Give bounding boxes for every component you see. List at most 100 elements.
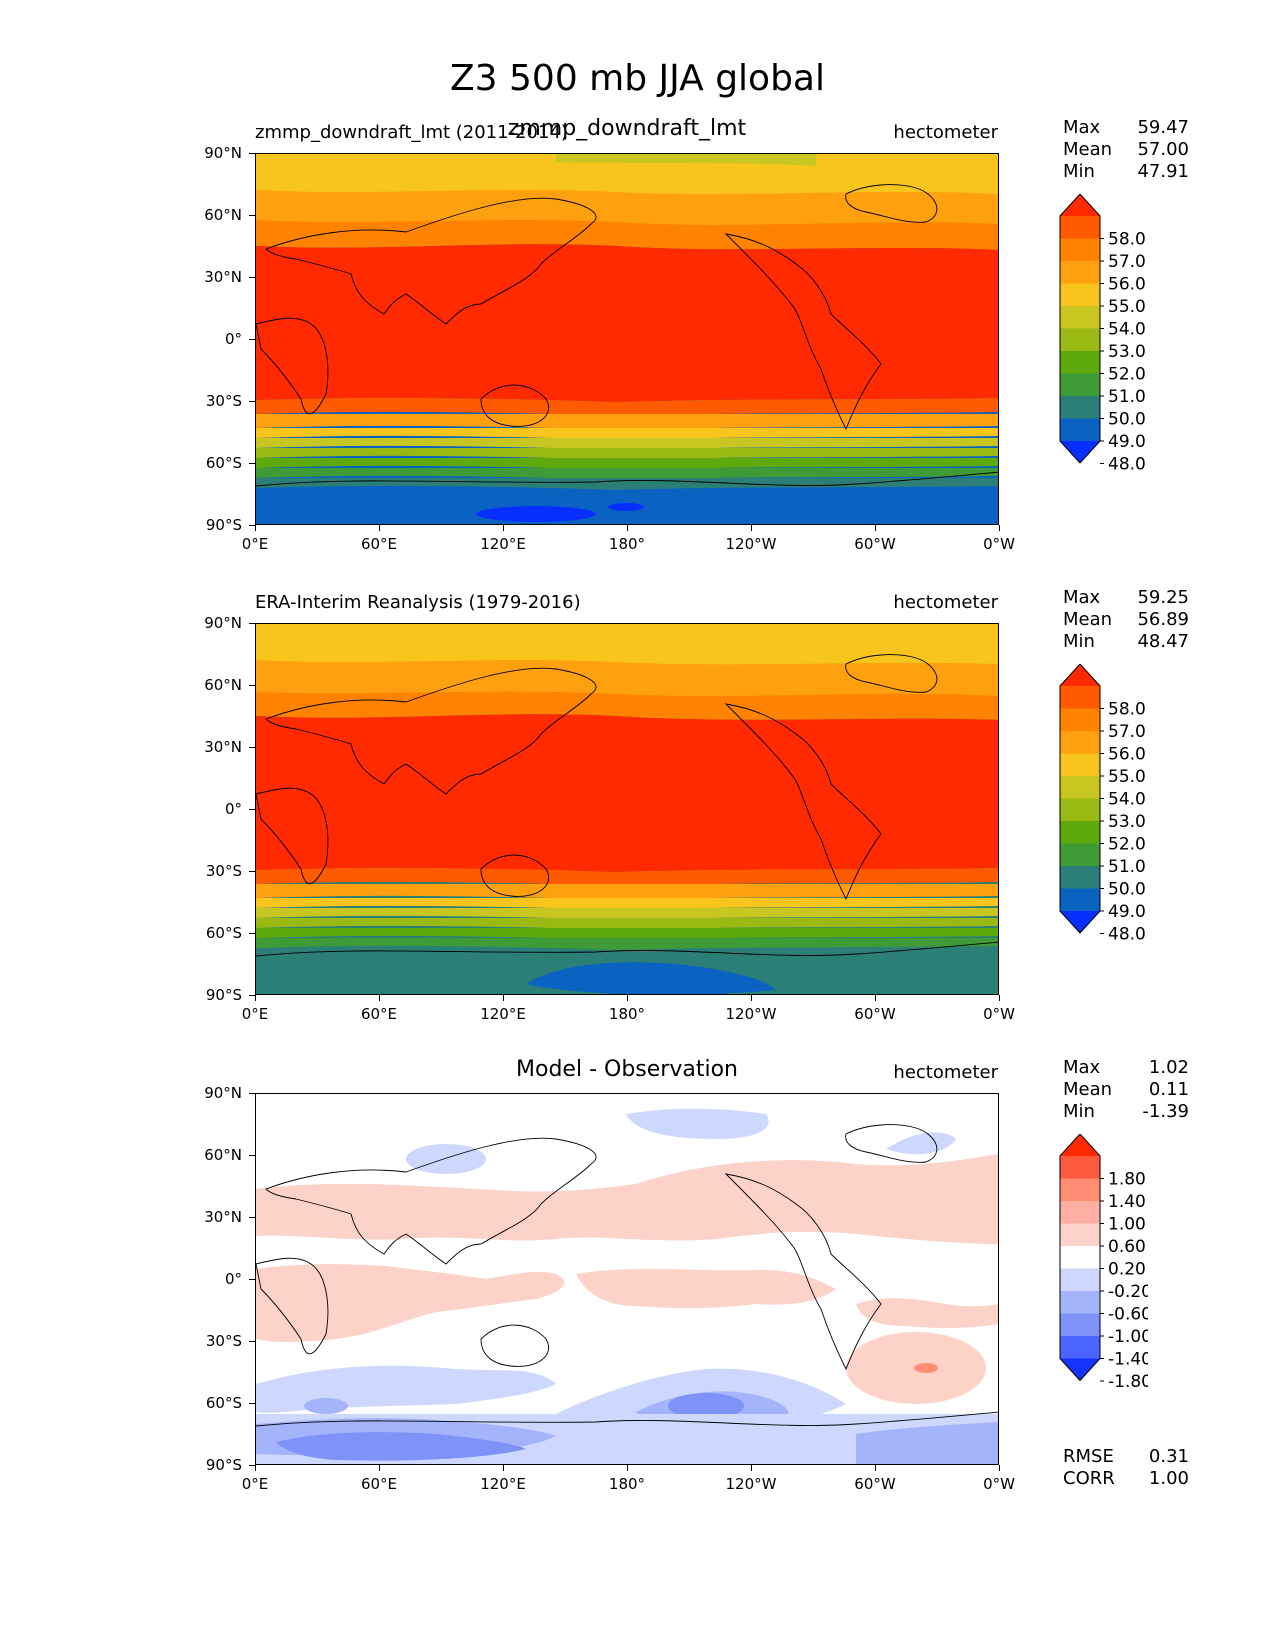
panel-2-lat-tick-5: 60°S	[205, 924, 242, 942]
panel-1-lon-tickmark-0	[255, 525, 256, 531]
panel-3-lat-tick-6: 90°S	[205, 1456, 242, 1474]
panel-1-colorbar-extend-bottom	[1060, 441, 1100, 463]
panel-1-lat-tickmark-6	[249, 525, 255, 526]
panel-3-lat-tickmark-0	[249, 1093, 255, 1094]
panel-1-colorbar-label-2: 56.0	[1108, 275, 1146, 295]
panel-3-lat-tickmark-3	[249, 1279, 255, 1280]
panel-1-left-title: zmmp_downdraft_lmt (2011-2014)	[255, 122, 568, 143]
panel-1-stat-min-value: 47.91	[1137, 161, 1189, 182]
panel-2-colorbar-segment-1	[1060, 708, 1100, 732]
panel-2-colorbar-label-9: 49.0	[1108, 902, 1146, 922]
panel-1-lat-tick-1: 60°N	[204, 206, 242, 224]
panel-2-colorbar-label-8: 50.0	[1108, 880, 1146, 900]
panel-2-colorbar: 58.057.0 56.055.0 54.053.0 52.051.0 50.049.0…	[1059, 664, 1146, 945]
panel-3-lat-tickmark-6	[249, 1465, 255, 1466]
panel-1-colorbar-label-4: 54.0	[1108, 320, 1146, 340]
panel-3-corr-value: 1.00	[1148, 1468, 1189, 1489]
panel-3-stat-min-value: -1.39	[1142, 1101, 1189, 1122]
panel-3-colorbar-label-4: 0.20	[1108, 1260, 1146, 1280]
panel-3-lon-tickmark-4	[751, 1465, 752, 1471]
panel-2-units: hectometer	[893, 592, 998, 613]
panel-3-lon-tickmark-3	[627, 1465, 628, 1471]
panel-2-stat-mean-label: Mean	[1063, 609, 1113, 630]
panel-1-stat-max-value: 59.47	[1137, 117, 1189, 138]
panel-2-left-title: ERA-Interim Reanalysis (1979-2016)	[255, 592, 581, 613]
panel-1-lat-tickmark-3	[249, 339, 255, 340]
panel-2-colorbar-label-10: 48.0	[1108, 925, 1146, 945]
panel-1-lon-tick-3: 180°	[608, 535, 646, 553]
panel-1-stat-mean-value: 57.00	[1137, 139, 1189, 160]
panel-2-field-svg	[256, 624, 998, 994]
panel-3-stat-mean-value: 0.11	[1148, 1079, 1189, 1100]
panel-3-diff-svg	[256, 1094, 998, 1464]
panel-1-lat-tickmark-4	[249, 401, 255, 402]
panel-2-lat-tickmark-4	[249, 871, 255, 872]
panel-1-colorbar-segment-3	[1060, 283, 1100, 307]
panel-2-lat-tickmark-2	[249, 747, 255, 748]
panel-3-stat-max-value: 1.02	[1148, 1057, 1189, 1078]
panel-3-colorbar-segment-1	[1060, 1178, 1100, 1202]
panel-3-lat-tick-3: 0°	[224, 1270, 242, 1288]
panel-3-colorbar-label-7: -1.00	[1108, 1327, 1148, 1347]
panel-1-lon-tick-1: 60°E	[360, 535, 398, 553]
panel-2-lon-tick-6: 0°W	[983, 1005, 1015, 1023]
panel-3-colorbar: 1.801.40 1.000.60 0.20-0.20 -0.60-1.00 -1.40…	[1059, 1134, 1148, 1392]
panel-1-lon-tickmark-5	[875, 525, 876, 531]
panel-1-lat-tick-3: 0°	[224, 330, 242, 348]
panel-1-colorbar-segment-2	[1060, 261, 1100, 284]
panel-3-center-title: Model - Observation	[516, 1057, 738, 1082]
panel-1-colorbar-label-1: 57.0	[1108, 252, 1146, 272]
panel-1-lat-tick-2: 30°N	[204, 268, 242, 286]
panel-3-colorbar-label-2: 1.00	[1108, 1215, 1146, 1235]
panel-2-stat-max-value: 59.25	[1137, 587, 1189, 608]
panel-1-lat-tickmark-0	[249, 153, 255, 154]
panel-1-colorbar-label-5: 53.0	[1108, 342, 1146, 362]
panel-2-colorbar-label-6: 52.0	[1108, 835, 1146, 855]
panel-2-colorbar-segment-5	[1060, 798, 1100, 822]
panel-3-colorbar-extend-bottom	[1060, 1358, 1100, 1381]
panel-3-lat-tickmark-5	[249, 1403, 255, 1404]
panel-2-colorbar-label-4: 54.0	[1108, 790, 1146, 810]
panel-1-stat-max-label: Max	[1063, 117, 1101, 138]
panel-2-lon-tickmark-5	[875, 995, 876, 1001]
panel-1-colorbar-label-0: 58.0	[1108, 230, 1146, 250]
panel-3-colorbar-segment-2	[1060, 1201, 1100, 1224]
panel-3-lon-tick-6: 0°W	[983, 1475, 1015, 1493]
panel-1-colorbar-label-9: 49.0	[1108, 432, 1146, 452]
panel-1-colorbar-segment-7	[1060, 373, 1100, 397]
panel-2-lon-tickmark-6	[999, 995, 1000, 1001]
panel-2-colorbar-label-7: 51.0	[1108, 857, 1146, 877]
panel-1-colorbar-segment-6	[1060, 351, 1100, 374]
panel-2-map	[255, 623, 999, 995]
panel-1-lat-tickmark-2	[249, 277, 255, 278]
panel-1-colorbar-segment-9	[1060, 418, 1100, 442]
panel-3-lon-tickmark-1	[379, 1465, 380, 1471]
panel-3-lon-tick-0: 0°E	[241, 1475, 269, 1493]
panel-2-colorbar-label-2: 56.0	[1108, 745, 1146, 765]
panel-2-colorbar-label-1: 57.0	[1108, 722, 1146, 742]
panel-3-lat-tickmark-1	[249, 1155, 255, 1156]
panel-2-colorbar-segment-2	[1060, 731, 1100, 754]
panel-3-rmse-value: 0.31	[1148, 1446, 1189, 1467]
panel-2-colorbar-segment-6	[1060, 821, 1100, 844]
panel-2-lat-tickmark-6	[249, 995, 255, 996]
panel-2-colorbar-label-5: 53.0	[1108, 812, 1146, 832]
panel-3-colorbar-label-8: -1.40	[1108, 1350, 1148, 1370]
panel-3-lon-tick-4: 120°W	[725, 1475, 777, 1493]
panel-1-stat-mean-label: Mean	[1063, 139, 1113, 160]
panel-2-lon-tick-3: 180°	[608, 1005, 646, 1023]
panel-3-colorbar-segment-5	[1060, 1268, 1100, 1292]
panel-2-lat-tick-0: 90°N	[204, 614, 242, 632]
panel-2-lat-tickmark-3	[249, 809, 255, 810]
panel-3-lon-tickmark-0	[255, 1465, 256, 1471]
panel-3-lon-tick-5: 60°W	[854, 1475, 896, 1493]
panel-1-colorbar-label-3: 55.0	[1108, 297, 1146, 317]
panel-1-lon-tick-6: 0°W	[983, 535, 1015, 553]
panel-1-lon-tick-4: 120°W	[725, 535, 777, 553]
panel-2-lat-tick-6: 90°S	[205, 986, 242, 1004]
panel-1-colorbar-segment-4	[1060, 306, 1100, 329]
panel-2-lon-tick-5: 60°W	[854, 1005, 896, 1023]
panel-2-lon-tickmark-2	[503, 995, 504, 1001]
panel-3-lon-tickmark-2	[503, 1465, 504, 1471]
panel-3-stat-mean-label: Mean	[1063, 1079, 1113, 1100]
